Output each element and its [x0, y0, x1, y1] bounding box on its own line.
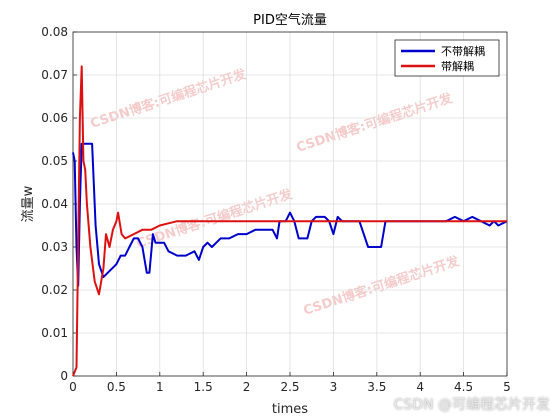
legend-label-2: 带解耦 [441, 59, 474, 73]
y-tick-label: 0 [60, 369, 68, 383]
ticks: 0 0.5 1 1.5 2 2.5 3 3.5 4 4.5 5 0 0.01 0.02 0.03 0.04 0.… [41, 25, 511, 394]
x-tick-label: 0 [69, 380, 77, 394]
y-tick-label: 0.08 [41, 25, 68, 39]
y-tick-label: 0.01 [41, 326, 68, 340]
y-tick-label: 0.07 [41, 68, 68, 82]
x-tick-label: 3 [330, 380, 338, 394]
x-tick-label: 3.5 [367, 380, 386, 394]
watermark-layer: CSDN博客:可编程芯片开发 CSDN博客:可编程芯片开发 CSDN博客:可编程芯片… [88, 66, 462, 319]
x-tick-label: 2.5 [280, 380, 299, 394]
y-tick-label: 0.04 [41, 197, 68, 211]
y-tick-label: 0.03 [41, 240, 68, 254]
x-axis-label: times [272, 402, 308, 417]
x-tick-label: 4 [416, 380, 424, 394]
watermark-text: CSDN博客:可编程芯片开发 [294, 90, 455, 156]
x-tick-label: 4.5 [454, 380, 473, 394]
chart-title: PID空气流量 [253, 12, 327, 28]
x-tick-label: 5 [503, 380, 511, 394]
y-tick-label: 0.02 [41, 283, 68, 297]
y-axis-label: 流量w [21, 185, 36, 222]
series-line-2 [72, 65, 507, 377]
x-tick-label: 0.5 [107, 380, 126, 394]
x-tick-label: 1.5 [194, 380, 213, 394]
legend-label-1: 不带解耦 [441, 44, 485, 58]
watermark-text: CSDN博客:可编程芯片开发 [301, 253, 462, 319]
csdn-credit: CSDN @可编程芯片开发 [393, 397, 550, 413]
y-tick-label: 0.05 [41, 154, 68, 168]
x-tick-label: 2 [243, 380, 251, 394]
legend-box [394, 39, 500, 77]
series-layer [72, 65, 508, 377]
grid [72, 31, 508, 377]
x-tick-label: 1 [156, 380, 164, 394]
y-tick-label: 0.06 [41, 111, 68, 125]
watermark-text: CSDN博客:可编程芯片开发 [88, 66, 249, 132]
